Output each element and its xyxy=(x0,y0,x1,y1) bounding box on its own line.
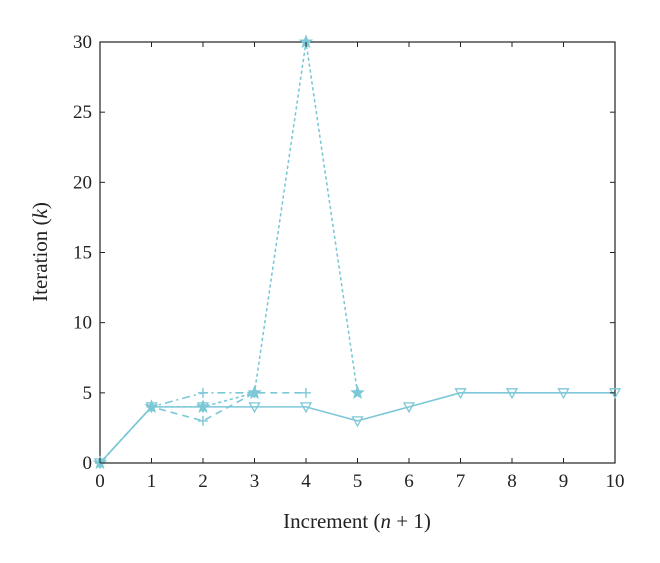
data-point xyxy=(557,388,570,400)
y-axis-title: Iteration (k) xyxy=(28,202,52,302)
series-line xyxy=(99,392,615,464)
x-axis-title-variable: n xyxy=(381,509,392,533)
y-axis-title-variable: k xyxy=(28,208,52,218)
y-axis-title-prefix: Iteration ( xyxy=(28,218,52,301)
series-line xyxy=(99,392,255,464)
x-tick-label: 7 xyxy=(456,471,466,492)
y-tick-label: 15 xyxy=(73,243,92,264)
y-tick-label: 25 xyxy=(73,102,92,123)
y-tick-label: 10 xyxy=(73,313,92,334)
data-point xyxy=(144,399,159,414)
data-point xyxy=(198,387,208,398)
x-tick-label: 1 xyxy=(147,471,157,492)
y-tick-label: 30 xyxy=(73,32,92,53)
x-tick-label: 8 xyxy=(507,471,517,492)
data-point xyxy=(248,402,261,414)
series-layer xyxy=(92,34,622,470)
data-point xyxy=(301,387,311,398)
x-axis-title: Increment (n + 1) xyxy=(283,509,431,533)
x-tick-label: 0 xyxy=(95,471,105,492)
x-tick-label: 3 xyxy=(250,471,260,492)
data-point xyxy=(350,385,365,399)
data-point xyxy=(198,415,208,426)
x-tick-label: 10 xyxy=(606,471,625,492)
x-tick-label: 6 xyxy=(404,471,414,492)
y-tick-label: 5 xyxy=(83,383,93,404)
data-point xyxy=(195,399,211,414)
x-tick-label: 4 xyxy=(301,471,311,492)
y-tick-label: 20 xyxy=(73,172,92,193)
x-tick-label: 9 xyxy=(559,471,569,492)
data-point xyxy=(247,385,262,399)
x-tick-label: 2 xyxy=(198,471,208,492)
y-axis-title-suffix: ) xyxy=(28,202,52,209)
series-line xyxy=(99,41,359,464)
series-4 xyxy=(92,34,365,470)
x-axis-title-prefix: Increment ( xyxy=(283,509,380,533)
data-point xyxy=(402,402,416,414)
series-1 xyxy=(93,388,622,470)
data-point xyxy=(299,402,313,414)
series-3 xyxy=(95,387,260,468)
x-tick-label: 5 xyxy=(353,471,363,492)
data-point xyxy=(454,388,467,400)
x-axis-title-suffix: + 1) xyxy=(391,509,431,533)
data-point xyxy=(505,388,519,400)
tick-layer: 0 1 2 3 4 5 6 7 8 9 10 0 5 10 15 20 25 30 xyxy=(73,32,625,492)
data-point xyxy=(351,416,364,428)
y-tick-label: 0 xyxy=(83,453,93,474)
